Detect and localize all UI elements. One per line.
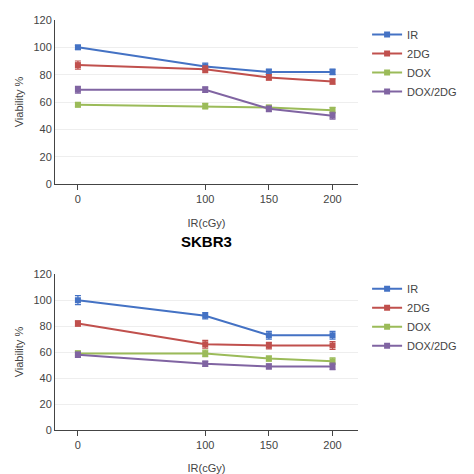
svg-text:2DG: 2DG [407, 302, 430, 314]
svg-text:150: 150 [260, 193, 278, 205]
svg-text:0: 0 [46, 178, 52, 190]
svg-text:DOX/2DG: DOX/2DG [407, 86, 457, 98]
svg-text:40: 40 [40, 123, 52, 135]
svg-text:0: 0 [75, 439, 81, 451]
svg-text:20: 20 [40, 398, 52, 410]
svg-text:200: 200 [323, 193, 341, 205]
svg-text:IR: IR [407, 283, 418, 295]
svg-text:Viability %: Viability % [13, 327, 25, 378]
svg-text:DOX: DOX [407, 321, 432, 333]
svg-text:0: 0 [75, 193, 81, 205]
svg-text:Viability %: Viability % [13, 77, 25, 128]
svg-text:2DG: 2DG [407, 48, 430, 60]
svg-text:120: 120 [33, 268, 51, 280]
svg-text:80: 80 [40, 320, 52, 332]
svg-text:20: 20 [40, 151, 52, 163]
svg-text:100: 100 [196, 439, 214, 451]
svg-text:100: 100 [33, 294, 51, 306]
svg-text:IR(cGy): IR(cGy) [188, 462, 226, 474]
svg-text:40: 40 [40, 372, 52, 384]
svg-text:DOX/2DG: DOX/2DG [407, 340, 457, 352]
svg-text:100: 100 [196, 193, 214, 205]
svg-text:0: 0 [46, 424, 52, 436]
svg-text:120: 120 [33, 14, 51, 26]
svg-text:80: 80 [40, 69, 52, 81]
svg-text:60: 60 [40, 96, 52, 108]
svg-text:SKBR3: SKBR3 [181, 233, 232, 250]
svg-text:150: 150 [260, 439, 278, 451]
svg-text:100: 100 [33, 41, 51, 53]
svg-text:IR: IR [407, 29, 418, 41]
svg-text:DOX: DOX [407, 67, 432, 79]
svg-text:60: 60 [40, 346, 52, 358]
svg-text:IR(cGy): IR(cGy) [188, 217, 226, 229]
svg-text:200: 200 [323, 439, 341, 451]
